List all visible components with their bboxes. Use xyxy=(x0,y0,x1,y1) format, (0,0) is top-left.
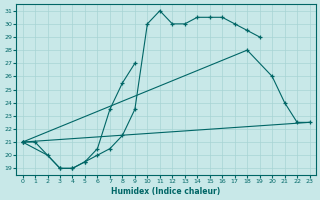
X-axis label: Humidex (Indice chaleur): Humidex (Indice chaleur) xyxy=(111,187,221,196)
